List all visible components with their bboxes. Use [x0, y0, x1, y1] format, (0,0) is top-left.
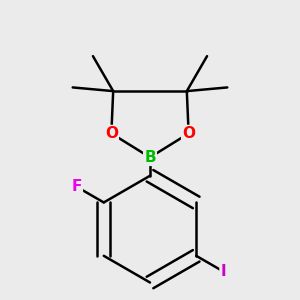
- Text: F: F: [71, 179, 82, 194]
- Text: O: O: [182, 126, 195, 141]
- Text: I: I: [220, 264, 226, 279]
- Text: O: O: [105, 126, 118, 141]
- Text: B: B: [144, 150, 156, 165]
